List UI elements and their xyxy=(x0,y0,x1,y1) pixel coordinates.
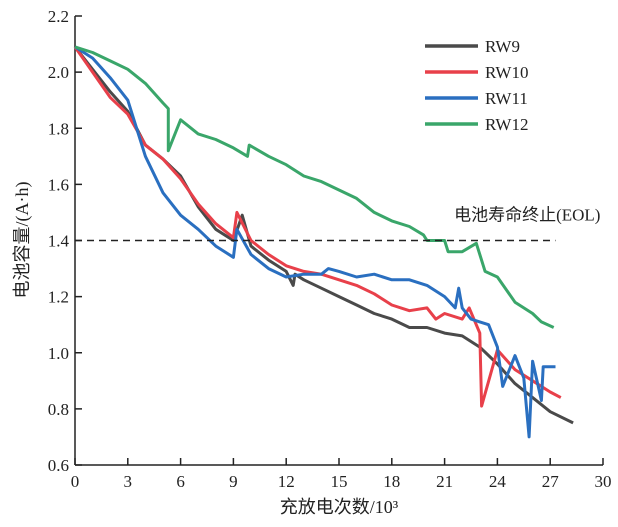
series-line-rw11 xyxy=(74,45,556,439)
y-tick-label: 1.6 xyxy=(48,175,69,194)
x-axis-label: 充放电次数/10³ xyxy=(280,497,399,517)
x-tick-label: 15 xyxy=(331,472,348,491)
legend-label-rw9: RW9 xyxy=(485,37,520,56)
y-tick-label: 2.2 xyxy=(48,7,69,26)
x-tick-label: 6 xyxy=(176,472,185,491)
x-tick-label: 21 xyxy=(436,472,453,491)
axes: 0 3 6 9 12 15 18 21 24 27 30 0.6 0.8 1.0 1.2 1.4 1.6 1.8 2… xyxy=(48,7,612,491)
x-tick-label: 18 xyxy=(383,472,400,491)
x-tick-label: 12 xyxy=(278,472,295,491)
x-tick-label: 3 xyxy=(124,472,133,491)
legend-label-rw12: RW12 xyxy=(485,115,528,134)
y-tick-label: 1.8 xyxy=(48,119,69,138)
x-tick-label: 30 xyxy=(595,472,612,491)
y-tick-label: 2.0 xyxy=(48,63,69,82)
x-tick-label: 24 xyxy=(489,472,507,491)
y-tick-label: 0.8 xyxy=(48,400,69,419)
legend-label-rw11: RW11 xyxy=(485,89,528,108)
y-tick-label: 1.2 xyxy=(48,288,69,307)
y-axis-label: 电池容量/(A·h) xyxy=(12,182,33,299)
y-tick-label: 0.6 xyxy=(48,456,69,475)
eol-annotation: 电池寿命终止(EOL) xyxy=(75,206,600,242)
x-tick-label: 9 xyxy=(229,472,238,491)
eol-label: 电池寿命终止(EOL) xyxy=(454,206,600,225)
y-tick-label: 1.4 xyxy=(48,232,70,251)
legend: RW9 RW10 RW11 RW12 xyxy=(425,37,528,134)
series-lines xyxy=(73,45,574,439)
y-tick-label: 1.0 xyxy=(48,344,69,363)
series-line-rw12 xyxy=(74,45,555,329)
x-tick-label: 27 xyxy=(542,472,560,491)
series-line-rw10 xyxy=(73,46,562,408)
x-tick-label: 0 xyxy=(71,472,80,491)
legend-label-rw10: RW10 xyxy=(485,63,528,82)
